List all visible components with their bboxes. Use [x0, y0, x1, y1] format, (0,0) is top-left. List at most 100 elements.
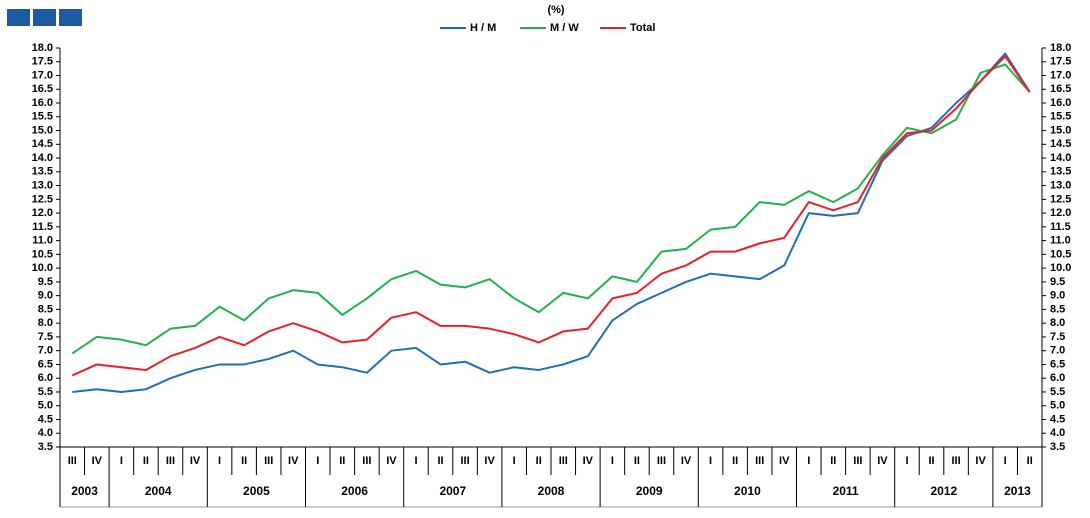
x-tick-label: I — [218, 455, 221, 467]
year-label: 2004 — [145, 484, 172, 498]
y-tick-label: 6.5 — [38, 358, 53, 370]
x-tick-label: IV — [877, 455, 888, 467]
x-tick-label: II — [1027, 455, 1033, 467]
year-label: 2012 — [930, 484, 957, 498]
y-tick-label: 17.0 — [32, 69, 53, 81]
x-tick-label: II — [241, 455, 247, 467]
x-tick-label: II — [437, 455, 443, 467]
x-tick-label: IV — [975, 455, 986, 467]
y-tick-label-right: 13.5 — [1050, 166, 1071, 178]
x-tick-label: III — [166, 455, 175, 467]
y-tick-label: 13.0 — [32, 179, 53, 191]
y-tick-label: 6.0 — [38, 372, 53, 384]
logo-block — [33, 9, 56, 26]
y-tick-label: 9.5 — [38, 276, 53, 288]
y-tick-label-right: 8.5 — [1050, 303, 1065, 315]
x-tick-label: III — [755, 455, 764, 467]
x-tick-label: I — [807, 455, 810, 467]
y-tick-label: 13.5 — [32, 166, 53, 178]
y-tick-label: 12.5 — [32, 193, 53, 205]
y-tick-label-right: 10.0 — [1050, 262, 1071, 274]
x-tick-label: IV — [779, 455, 790, 467]
x-tick-label: I — [316, 455, 319, 467]
year-label: 2011 — [833, 484, 859, 498]
x-tick-label: I — [414, 455, 417, 467]
x-tick-label: IV — [583, 455, 594, 467]
y-tick-label-right: 15.0 — [1050, 124, 1071, 136]
x-tick-label: I — [611, 455, 614, 467]
y-tick-label: 9.0 — [38, 290, 53, 302]
y-tick-label-right: 12.5 — [1050, 193, 1071, 205]
y-tick-label: 5.0 — [38, 400, 53, 412]
y-tick-label-right: 10.5 — [1050, 248, 1071, 260]
x-tick-label: III — [68, 455, 77, 467]
y-tick-label-right: 13.0 — [1050, 179, 1071, 191]
x-tick-label: III — [853, 455, 862, 467]
y-tick-label: 3.5 — [38, 441, 53, 453]
y-tick-label: 14.5 — [32, 138, 53, 150]
y-tick-label: 4.0 — [38, 427, 53, 439]
y-tick-label: 8.0 — [38, 317, 53, 329]
y-tick-label-right: 7.0 — [1050, 345, 1065, 357]
x-tick-label: II — [143, 455, 149, 467]
x-tick-label: I — [905, 455, 908, 467]
y-tick-label-right: 11.0 — [1050, 235, 1071, 247]
y-tick-label-right: 8.0 — [1050, 317, 1065, 329]
y-tick-label: 10.0 — [32, 262, 53, 274]
y-tick-label-right: 9.0 — [1050, 290, 1065, 302]
x-tick-label: II — [830, 455, 836, 467]
series-line — [72, 52, 1031, 393]
year-label: 2006 — [341, 484, 368, 498]
series-line — [71, 63, 1031, 355]
y-tick-label-right: 3.5 — [1050, 441, 1065, 453]
y-tick-label: 7.0 — [38, 345, 53, 357]
x-tick-label: I — [513, 455, 516, 467]
year-label: 2010 — [734, 484, 761, 498]
logo-block — [59, 9, 82, 26]
year-label: 2008 — [538, 484, 565, 498]
x-tick-label: IV — [681, 455, 692, 467]
y-tick-label-right: 16.0 — [1050, 97, 1071, 109]
x-tick-label: IV — [288, 455, 299, 467]
y-tick-label-right: 11.5 — [1050, 221, 1071, 233]
y-tick-label: 17.5 — [32, 56, 53, 68]
logo — [7, 9, 82, 26]
year-label: 2009 — [636, 484, 663, 498]
x-tick-label: II — [536, 455, 542, 467]
x-tick-label: I — [1004, 455, 1007, 467]
y-tick-label-right: 5.5 — [1050, 386, 1065, 398]
x-tick-label: III — [657, 455, 666, 467]
y-tick-label: 15.5 — [32, 111, 53, 123]
x-tick-label: III — [951, 455, 960, 467]
year-label: 2003 — [71, 484, 98, 498]
year-label: 2007 — [439, 484, 466, 498]
y-tick-label-right: 16.5 — [1050, 83, 1071, 95]
y-tick-label-right: 18.0 — [1050, 42, 1071, 54]
y-tick-label-right: 9.5 — [1050, 276, 1065, 288]
y-tick-label: 10.5 — [32, 248, 53, 260]
y-tick-label-right: 12.0 — [1050, 207, 1071, 219]
y-tick-label: 12.0 — [32, 207, 53, 219]
y-tick-label-right: 5.0 — [1050, 400, 1065, 412]
y-tick-label: 4.5 — [38, 413, 53, 425]
x-tick-label: IV — [190, 455, 201, 467]
x-tick-label: I — [120, 455, 123, 467]
x-tick-label: III — [559, 455, 568, 467]
year-label: 2013 — [1004, 484, 1031, 498]
y-tick-label: 18.0 — [32, 42, 53, 54]
y-tick-label: 11.5 — [32, 221, 53, 233]
y-tick-label-right: 15.5 — [1050, 111, 1071, 123]
x-tick-label: II — [928, 455, 934, 467]
y-tick-label: 15.0 — [32, 124, 53, 136]
year-label: 2005 — [243, 484, 270, 498]
y-tick-label: 5.5 — [38, 386, 53, 398]
y-tick-label-right: 6.0 — [1050, 372, 1065, 384]
y-tick-label-right: 7.5 — [1050, 331, 1065, 343]
y-tick-label-right: 6.5 — [1050, 358, 1065, 370]
y-tick-label-right: 14.0 — [1050, 152, 1071, 164]
y-tick-label: 11.0 — [32, 235, 53, 247]
series-line — [71, 55, 1031, 377]
x-tick-label: IV — [386, 455, 397, 467]
